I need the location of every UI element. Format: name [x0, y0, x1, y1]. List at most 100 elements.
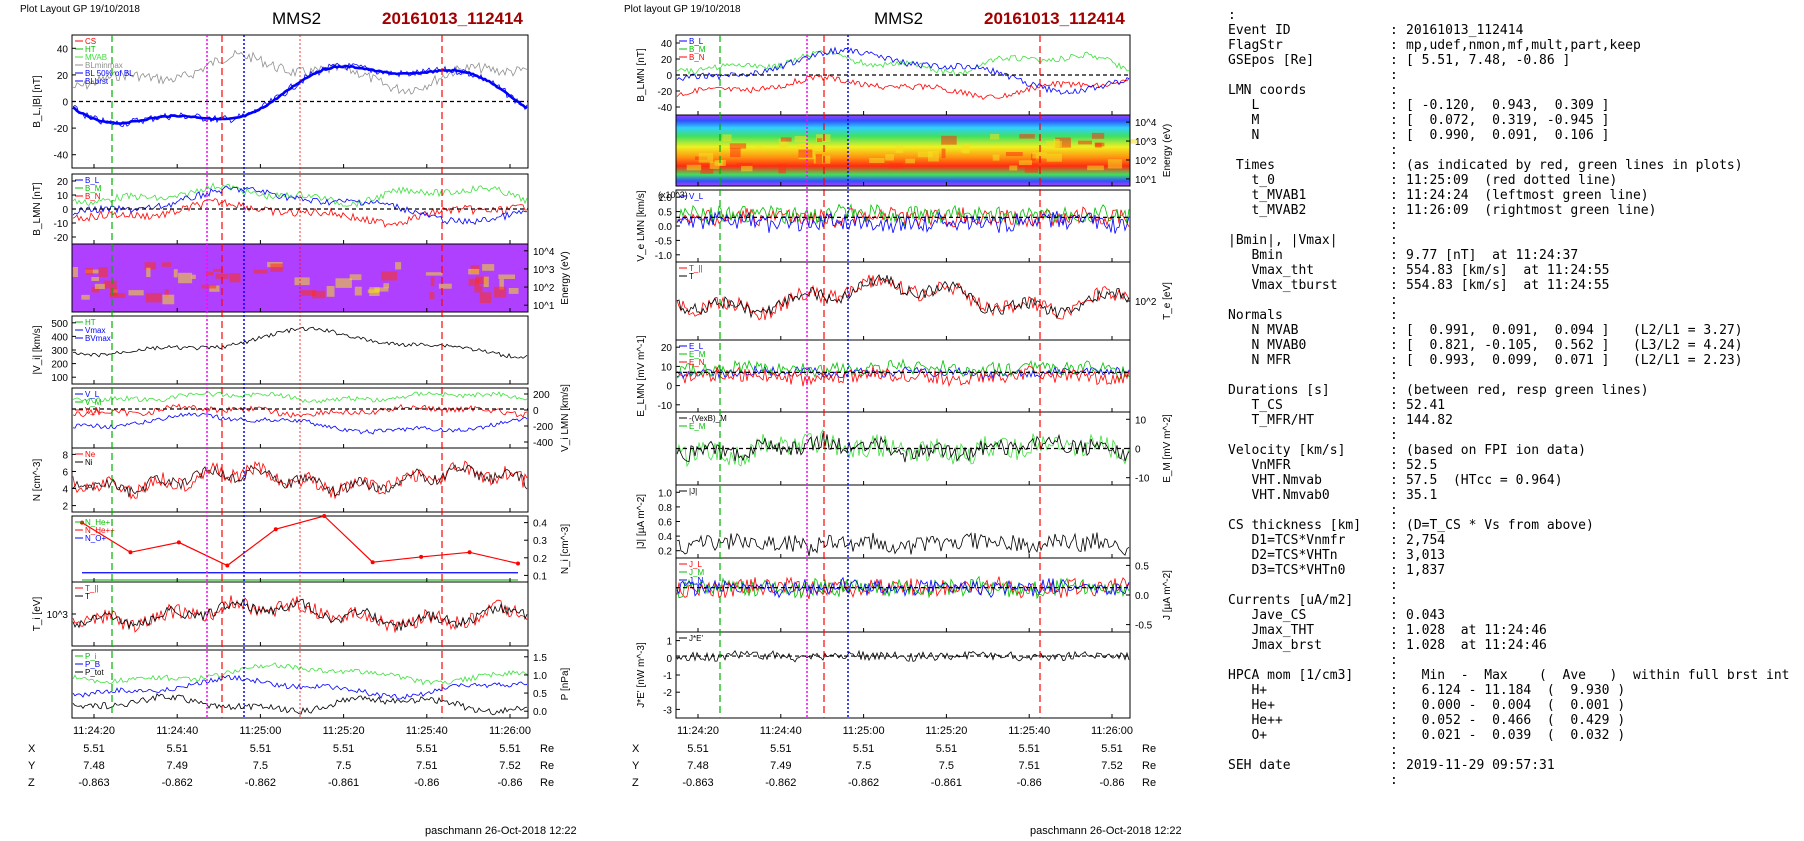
ephemeris-value: -0.862: [765, 777, 796, 789]
spectrogram-texture: [722, 134, 732, 142]
x-tick-label: 11:24:20: [73, 725, 115, 737]
y-tick-label: 0.0: [533, 707, 547, 718]
spectrogram-texture: [736, 163, 753, 168]
spectrogram-texture: [778, 164, 786, 174]
spectrogram-texture: [468, 268, 480, 275]
info-row: SEH date:2019-11-29 09:57:31: [1228, 758, 1798, 773]
data-point: [128, 550, 133, 555]
legend-label: P_B: [85, 660, 100, 669]
spectrogram-texture: [326, 286, 335, 297]
y-tick-label: 500: [51, 319, 68, 330]
y-tick-label: -400: [533, 438, 553, 449]
data-point: [419, 554, 424, 559]
info-key: He+: [1228, 698, 1275, 713]
y-tick-label: -200: [533, 422, 553, 433]
spectrogram-texture: [81, 294, 90, 300]
info-key: Event ID: [1228, 23, 1291, 38]
spectrogram-texture: [110, 288, 118, 296]
spectrogram-texture: [941, 135, 957, 145]
y-axis-label: T_e [eV]: [1162, 282, 1173, 320]
ephemeris-value: 7.5: [253, 760, 268, 772]
info-row: |Bmin|, |Vmax|:: [1228, 233, 1798, 248]
y-tick-label: -10: [54, 219, 69, 230]
ephemeris-value: 5.51: [499, 743, 520, 755]
y-axis-label: |V_i| [km/s]: [32, 325, 43, 374]
ephemeris-value: -0.862: [162, 777, 193, 789]
y-tick-label: 0.5: [658, 208, 672, 219]
y-tick-label: 10^3: [47, 610, 69, 621]
info-row: N MVAB0: [ 0.821, -0.105, 0.562 ] (L3/L2 …: [1228, 338, 1798, 353]
y-tick-label: -3: [663, 705, 672, 716]
info-key: H+: [1228, 683, 1268, 698]
spectrogram-texture: [474, 285, 483, 293]
y-axis-label: |J| [µA m^-2]: [636, 494, 647, 549]
spectrogram-texture: [383, 283, 389, 289]
y-tick-label: 0: [666, 71, 672, 82]
legend-label: B_N: [85, 192, 101, 201]
y-axis-label: T_i [eV]: [32, 597, 43, 632]
legend-label: BLbrst: [85, 77, 109, 86]
info-colon: :: [1390, 563, 1398, 578]
info-row: He++: 0.052 - 0.466 ( 0.429 ): [1228, 713, 1798, 728]
info-key: T_MFR/HT: [1228, 413, 1315, 428]
info-colon: :: [1390, 368, 1398, 383]
y-tick-label: -20: [658, 87, 673, 98]
y-tick-label: -1: [663, 671, 672, 682]
info-colon: :: [1390, 638, 1398, 653]
info-key: VnMFR: [1228, 458, 1291, 473]
info-value: 20161013_112414: [1406, 23, 1524, 38]
y-tick-label: 0: [62, 205, 68, 216]
series-line: [676, 46, 1130, 95]
spectrogram-texture: [1005, 152, 1023, 157]
info-value: 9.77 [nT] at 11:24:37: [1406, 248, 1579, 263]
x-tick-label: 11:26:00: [489, 725, 531, 737]
spectrogram-texture: [928, 151, 939, 162]
info-row: :: [1228, 368, 1798, 383]
info-key: N MVAB0: [1228, 338, 1307, 353]
y-tick-label: 20: [661, 343, 673, 354]
y-tick-label: 2: [62, 502, 68, 513]
y-axis-label: J*E' [nW m^-3]: [636, 642, 647, 708]
legend-label: V_M: [85, 398, 102, 407]
spectrogram-texture: [164, 289, 169, 298]
info-key: t_MVAB1: [1228, 188, 1307, 203]
info-colon: [1390, 8, 1406, 23]
info-colon: :: [1390, 143, 1398, 158]
ephemeris-value: 5.51: [333, 743, 354, 755]
y-axis-label: B_LMN [nT]: [636, 48, 647, 102]
info-key: [1228, 743, 1390, 758]
info-value: 0.052 - 0.466 ( 0.429 ): [1406, 713, 1626, 728]
spectrogram-texture: [367, 289, 380, 294]
y-tick-label: 40: [57, 44, 69, 55]
info-row: Currents [uA/m2]:: [1228, 593, 1798, 608]
info-colon: :: [1390, 398, 1398, 413]
legend-label: -(VexB)_M: [689, 414, 727, 423]
y-tick-label: 4: [62, 485, 68, 496]
info-key: [1228, 773, 1390, 788]
spectrogram-texture: [482, 264, 495, 271]
info-value: 6.124 - 11.184 ( 9.930 ): [1406, 683, 1626, 698]
ephemeris-value: 7.52: [1101, 760, 1122, 772]
ephemeris-label: Y: [28, 760, 36, 772]
x-tick-label: 11:25:40: [1008, 725, 1050, 737]
legend-label: BL 50% of BL: [85, 69, 134, 78]
y-tick-label: -0.5: [655, 236, 673, 247]
spectrogram-texture: [686, 164, 702, 171]
info-key: D1=TCS*Vnmfr: [1228, 533, 1346, 548]
panel-8: 0.5 0.0 -0.5 J [µA m^-2] J_LJ_MJ_N: [675, 557, 1173, 633]
legend-label: Ne: [85, 450, 96, 459]
legend-label: B_N: [689, 53, 705, 62]
info-row: :: [1228, 143, 1798, 158]
info-colon: :: [1390, 488, 1398, 503]
spectrogram-texture: [145, 292, 162, 303]
spectrogram-texture: [905, 158, 915, 164]
y-axis-label: V_e LMN [km/s]: [636, 190, 647, 261]
y-tick-label: -1.0: [655, 251, 673, 262]
info-key: [1228, 218, 1390, 233]
info-colon: :: [1390, 263, 1398, 278]
spectrogram-texture: [354, 286, 362, 296]
spectrogram-texture: [494, 286, 507, 298]
spectrogram-texture: [1078, 140, 1092, 145]
info-key: T_CS: [1228, 398, 1283, 413]
info-value: 0.021 - 0.039 ( 0.032 ): [1406, 728, 1626, 743]
